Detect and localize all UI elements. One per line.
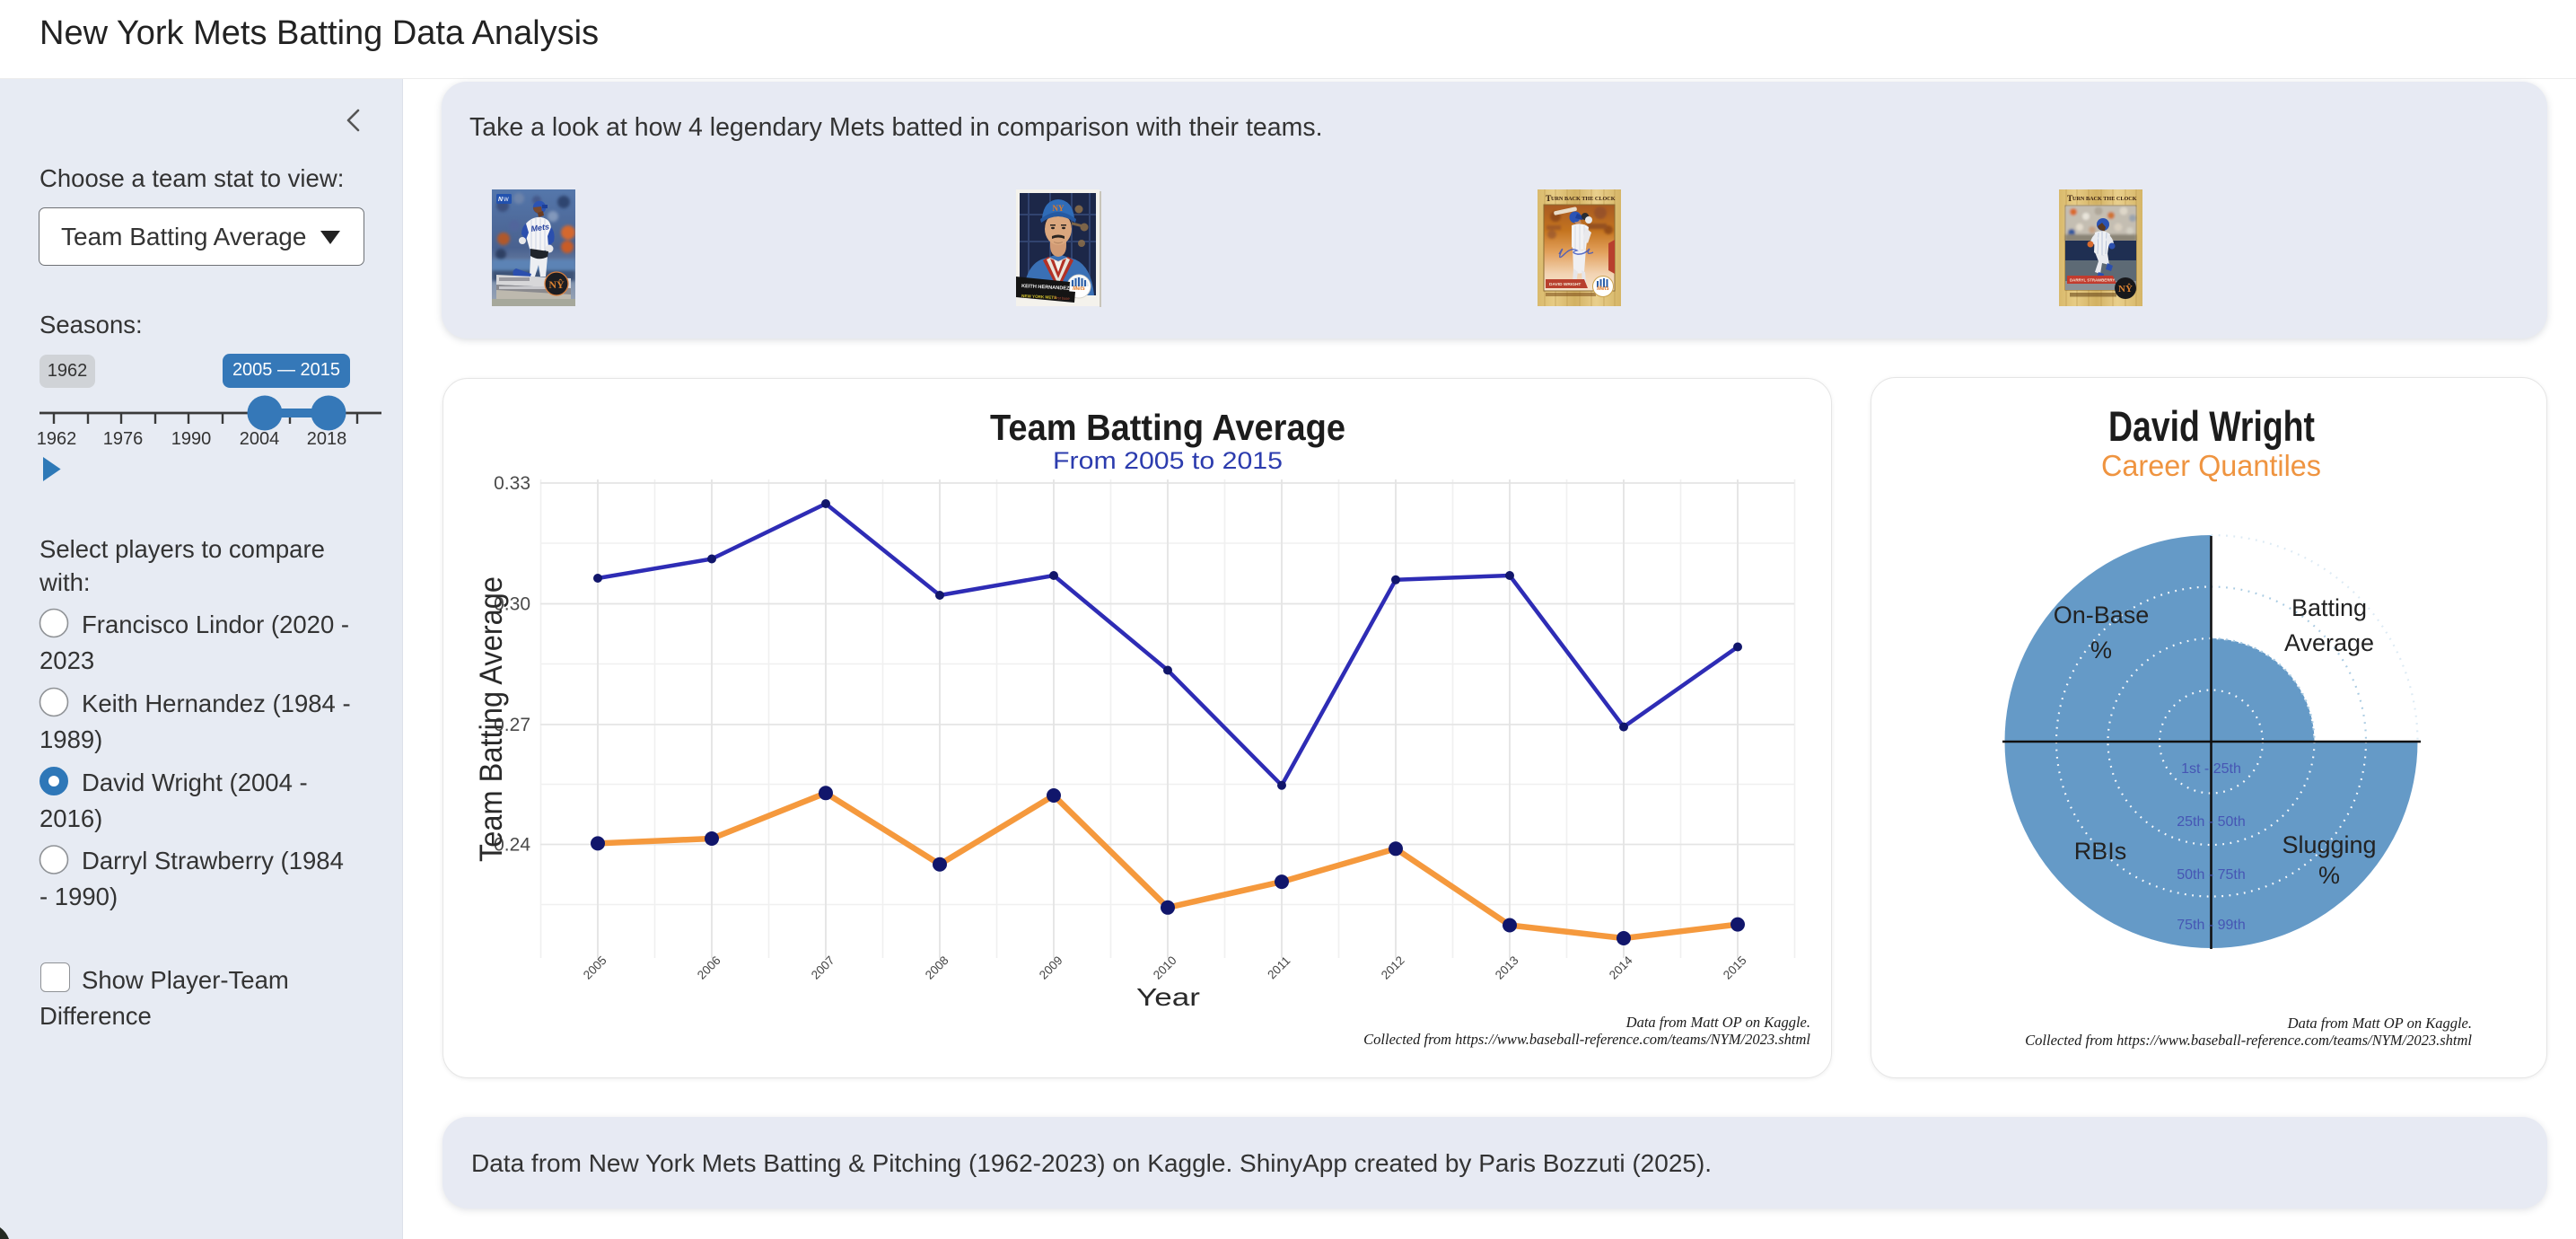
svg-text:W: W [504, 198, 509, 203]
svg-text:1962: 1962 [37, 429, 77, 449]
svg-text:On-Base: On-Base [2054, 602, 2150, 628]
svg-text:2018: 2018 [307, 429, 347, 449]
svg-text:Slugging: Slugging [2282, 831, 2376, 858]
svg-text:Mets: Mets [1073, 286, 1085, 292]
svg-text:2013: 2013 [1493, 953, 1521, 982]
svg-text:1976: 1976 [103, 429, 144, 449]
svg-text:2004: 2004 [240, 429, 280, 449]
svg-text:First base: First base [1054, 295, 1071, 301]
svg-text:75th - 99th: 75th - 99th [2177, 918, 2246, 933]
svg-text:2009: 2009 [1037, 953, 1065, 982]
svg-text:0.33: 0.33 [494, 473, 530, 494]
svg-text:2007: 2007 [809, 953, 837, 982]
svg-text:T: T [2067, 195, 2073, 204]
svg-text:NŶ: NŶ [548, 278, 565, 291]
svg-text:Collected from https://www.bas: Collected from https://www.baseball-refe… [1363, 1031, 1810, 1048]
svg-text:Average: Average [2284, 629, 2374, 656]
svg-text:Batting: Batting [2291, 594, 2367, 621]
svg-text:Collected from https://www.bas: Collected from https://www.baseball-refe… [2025, 1032, 2472, 1049]
svg-text:25th - 50th: 25th - 50th [2177, 814, 2246, 830]
svg-text:NŶ: NŶ [2118, 284, 2133, 294]
svg-text:1990: 1990 [171, 429, 212, 449]
svg-text:2006: 2006 [695, 953, 723, 982]
svg-text:From 2005 to 2015: From 2005 to 2015 [1053, 447, 1283, 474]
svg-text:0.24: 0.24 [494, 835, 530, 856]
svg-text:2005: 2005 [581, 953, 609, 982]
svg-text:%: % [2318, 862, 2340, 889]
svg-text:David Wright: David Wright [2108, 402, 2315, 450]
svg-text:DAVID WRIGHT: DAVID WRIGHT [1549, 282, 1581, 287]
svg-text:0.27: 0.27 [494, 715, 530, 735]
svg-text:2012: 2012 [1379, 953, 1407, 982]
svg-text:2014: 2014 [1607, 953, 1635, 982]
svg-text:Year: Year [1136, 983, 1200, 1011]
svg-text:Mets: Mets [530, 222, 550, 233]
svg-text:Data from Matt OP on Kaggle.: Data from Matt OP on Kaggle. [1625, 1014, 1810, 1031]
svg-text:Mets: Mets [1597, 286, 1609, 292]
svg-text:2015: 2015 [1721, 953, 1749, 982]
svg-text:2010: 2010 [1151, 953, 1179, 982]
svg-text:0.30: 0.30 [494, 594, 530, 615]
svg-text:N: N [498, 197, 504, 203]
svg-text:DARRYL STRAWBERRY: DARRYL STRAWBERRY [2070, 278, 2115, 283]
svg-text:Team Batting Average: Team Batting Average [990, 407, 1345, 448]
svg-text:Data from Matt OP on Kaggle.: Data from Matt OP on Kaggle. [2287, 1015, 2472, 1032]
svg-text:2011: 2011 [1265, 953, 1292, 981]
svg-text:1st - 25th: 1st - 25th [2181, 761, 2241, 777]
svg-text:50th - 75th: 50th - 75th [2177, 867, 2246, 883]
svg-text:Team Batting Average: Team Batting Average [474, 576, 509, 862]
svg-text:URN BACK THE CLOCK: URN BACK THE CLOCK [1551, 196, 1616, 202]
svg-text:%: % [2090, 637, 2112, 663]
svg-text:KEITH HERNANDEZ: KEITH HERNANDEZ [1021, 284, 1070, 292]
svg-text:T: T [1546, 195, 1552, 204]
svg-text:2008: 2008 [923, 953, 951, 982]
svg-text:NEW YORK METS: NEW YORK METS [1021, 294, 1056, 300]
svg-text:RBIs: RBIs [2074, 838, 2127, 865]
svg-text:URN BACK THE CLOCK: URN BACK THE CLOCK [2072, 196, 2137, 202]
svg-text:Career Quantiles: Career Quantiles [2101, 449, 2321, 482]
svg-text:NY: NY [1053, 204, 1065, 213]
